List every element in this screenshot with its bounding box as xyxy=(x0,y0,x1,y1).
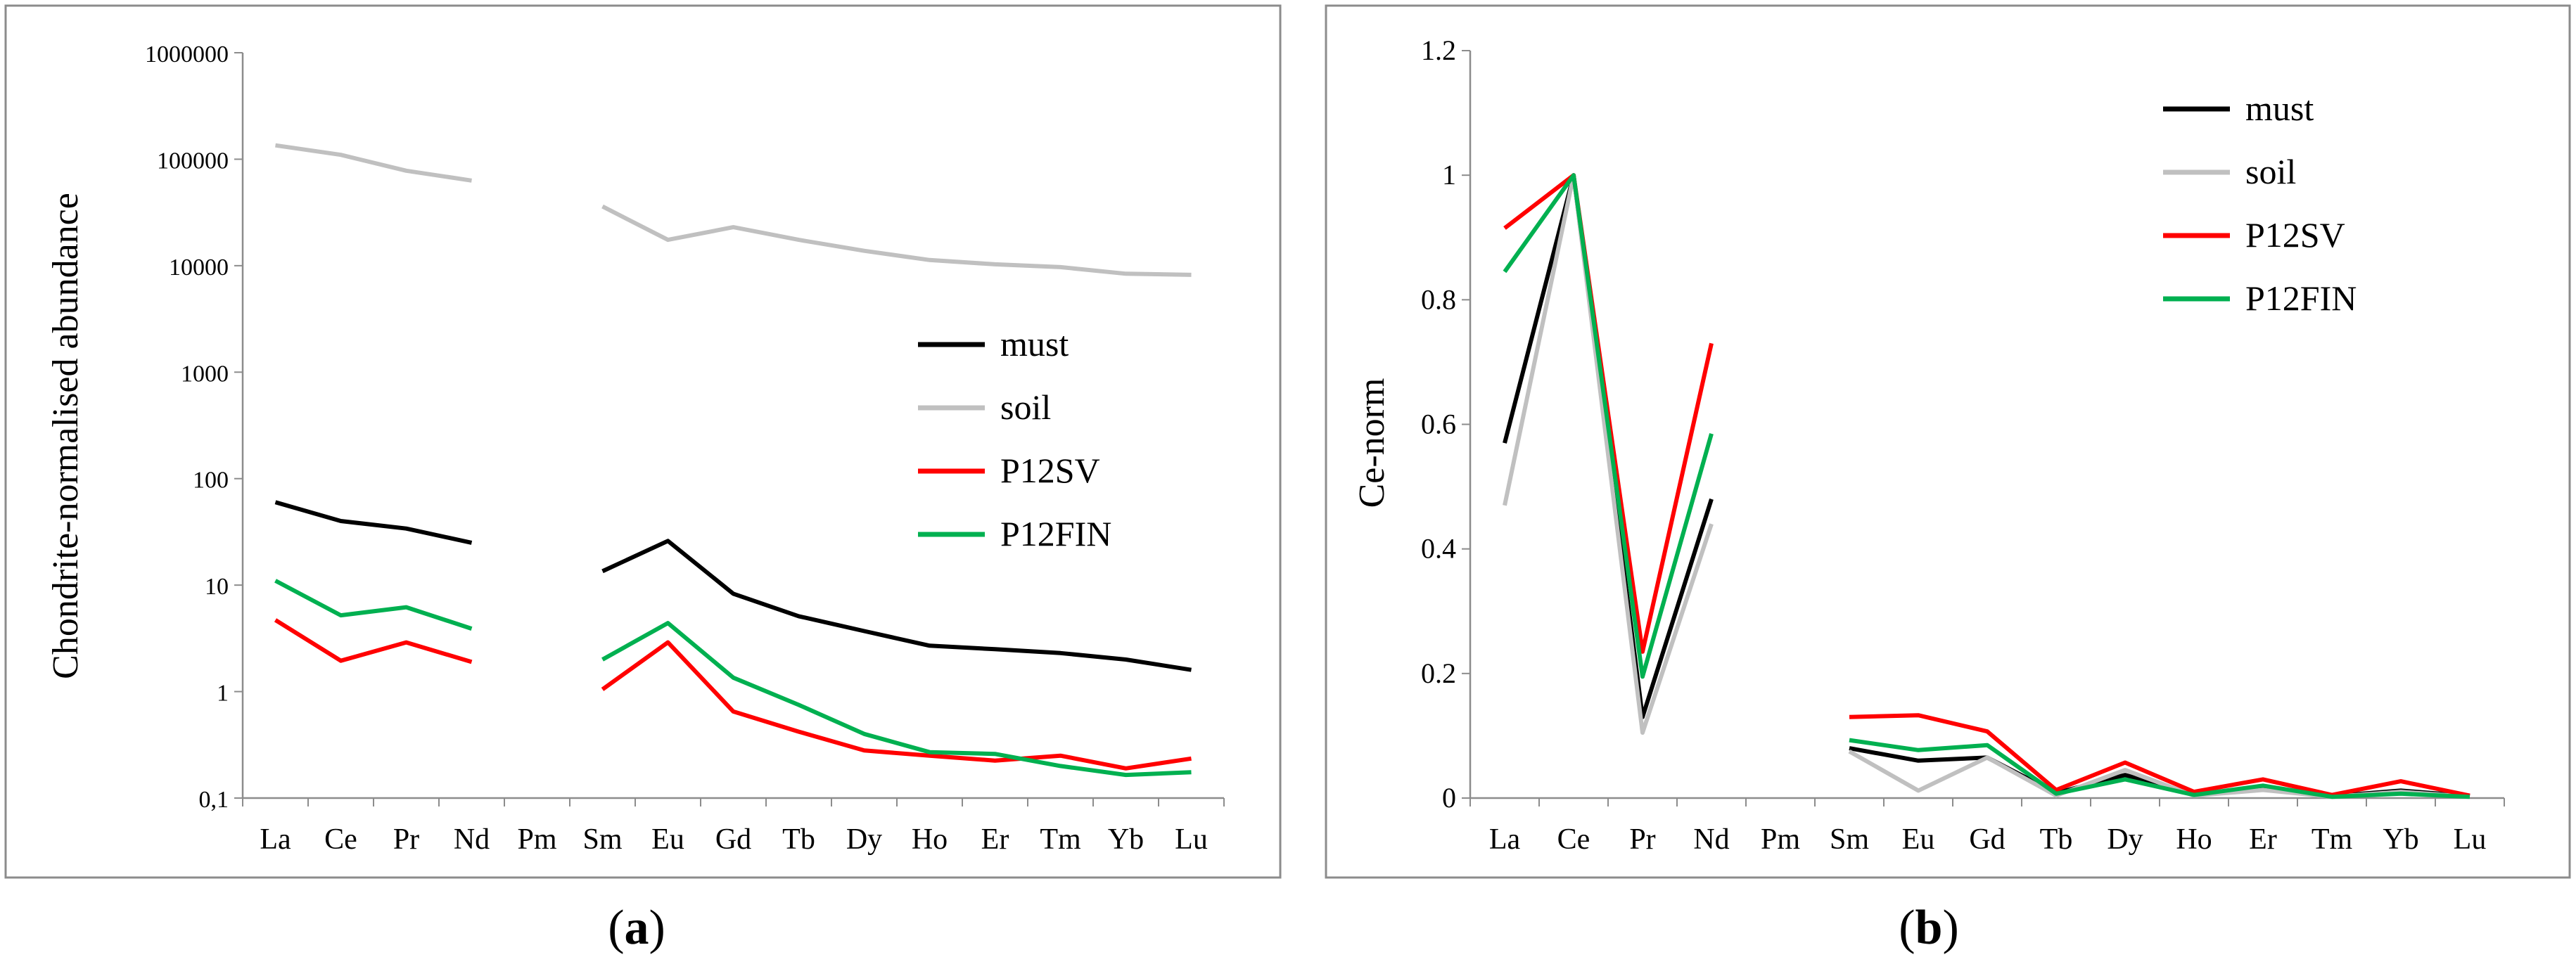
y-tick-label: 0.4 xyxy=(1421,533,1456,565)
legend-label-p12sv: P12SV xyxy=(1000,451,1100,490)
x-tick-label: Tm xyxy=(2312,823,2353,856)
legend-label-p12sv: P12SV xyxy=(2245,215,2345,255)
panel-a-legend: must soil P12SV P12FIN xyxy=(918,324,1111,553)
y-tick-label: 100 xyxy=(193,468,229,494)
series-line-p12fin xyxy=(601,621,1192,778)
y-tick-label: 0.8 xyxy=(1421,283,1456,315)
panel-a-axes xyxy=(241,53,1224,799)
y-tick-label: 0.2 xyxy=(1421,657,1456,689)
caption-a: (a) xyxy=(608,901,665,955)
panel-a-ticks: 0,1 1 10 100 1000 10000 100000 1000000 La Ce Pr Nd P… xyxy=(145,41,1225,856)
legend-label-p12fin: P12FIN xyxy=(2245,278,2357,318)
panel-b-ylabel: Ce-norm xyxy=(1352,378,1392,508)
series-line-p12fin xyxy=(1503,173,1714,679)
series-line-p12fin xyxy=(1849,738,2470,799)
x-tick-label: Tb xyxy=(782,823,815,856)
panel-b-frame xyxy=(1325,4,2571,879)
x-tick-label: Sm xyxy=(1830,823,1869,856)
series-line-p12sv xyxy=(274,618,473,664)
legend-label-must: must xyxy=(2245,89,2314,128)
panel-b-ticks: 0 0.2 0.4 0.6 0.8 1 1.2 La Ce Pr Nd Pm Sm Eu Gd Tb Dy Ho E… xyxy=(1421,34,2505,856)
x-tick-label: Nd xyxy=(454,823,490,856)
y-tick-label: 0.6 xyxy=(1421,409,1456,440)
y-tick-label: 0 xyxy=(1442,782,1456,814)
x-tick-label: Tb xyxy=(2040,823,2073,856)
panel-a-series xyxy=(274,143,1192,778)
x-tick-label: Yb xyxy=(1108,823,1144,856)
caption-b-letter: b xyxy=(1915,901,1943,955)
x-tick-label: Pr xyxy=(1629,823,1655,856)
y-tick-label: 1000 xyxy=(181,361,229,387)
x-tick-label: La xyxy=(1489,823,1521,856)
caption-b: (b) xyxy=(1899,901,1959,955)
x-tick-label: Nd xyxy=(1693,823,1729,856)
x-tick-label: Gd xyxy=(715,823,751,856)
chart-panel-a: 0,1 1 10 100 1000 10000 100000 1000000 La Ce Pr Nd P… xyxy=(4,4,1282,879)
legend-label-must: must xyxy=(1000,324,1069,364)
caption-a-letter: a xyxy=(625,901,649,955)
x-tick-label: Lu xyxy=(2454,823,2487,856)
series-line-must xyxy=(274,500,473,545)
x-tick-label: Eu xyxy=(651,823,684,856)
series-line-soil xyxy=(275,143,472,183)
y-tick-label: 10000 xyxy=(169,255,229,281)
series-line-p12fin xyxy=(274,579,473,631)
panel-b-legend: must soil P12SV P12FIN xyxy=(2163,89,2357,318)
y-tick-label: 1.2 xyxy=(1421,34,1456,66)
panel-b-series xyxy=(1503,173,2470,799)
x-tick-label: Er xyxy=(2249,823,2277,856)
x-tick-label: Er xyxy=(981,823,1009,856)
series-line-must xyxy=(601,539,1192,672)
x-tick-label: Eu xyxy=(1902,823,1935,856)
y-tick-label: 1 xyxy=(217,681,229,707)
chart-panel-b: 0 0.2 0.4 0.6 0.8 1 1.2 La Ce Pr Nd Pm Sm Eu Gd Tb Dy Ho E… xyxy=(1325,4,2571,879)
x-tick-label: Tm xyxy=(1040,823,1081,856)
x-tick-label: Pm xyxy=(517,823,556,856)
x-tick-label: Yb xyxy=(2383,823,2418,856)
x-tick-label: La xyxy=(260,823,291,856)
panel-a-ylabel: Chondrite-normalised abundance xyxy=(46,193,86,679)
x-tick-label: Ce xyxy=(1557,823,1590,856)
series-line-soil xyxy=(1503,173,1714,735)
y-tick-label: 1 xyxy=(1442,159,1456,191)
legend-label-soil: soil xyxy=(1000,387,1051,427)
x-tick-label: Lu xyxy=(1175,823,1208,856)
x-tick-label: Dy xyxy=(846,823,882,856)
x-tick-label: Dy xyxy=(2107,823,2143,856)
series-line-soil xyxy=(601,204,1192,277)
x-tick-label: Pr xyxy=(393,823,419,856)
x-tick-label: Gd xyxy=(1969,823,2005,856)
y-tick-label: 10 xyxy=(205,574,229,600)
x-tick-label: Sm xyxy=(582,823,622,856)
legend-label-p12fin: P12FIN xyxy=(1000,514,1111,553)
series-line-p12sv xyxy=(1849,713,2470,798)
x-tick-label: Ho xyxy=(2176,823,2212,856)
y-tick-label: 100000 xyxy=(157,148,229,174)
x-tick-label: Ce xyxy=(324,823,357,856)
series-line-p12sv xyxy=(601,640,1192,771)
legend-label-soil: soil xyxy=(2245,152,2296,191)
y-tick-label: 1000000 xyxy=(145,41,229,68)
y-tick-label: 0,1 xyxy=(199,787,229,813)
x-tick-label: Ho xyxy=(912,823,948,856)
panel-a-frame xyxy=(4,4,1282,879)
x-tick-label: Pm xyxy=(1761,823,1800,856)
